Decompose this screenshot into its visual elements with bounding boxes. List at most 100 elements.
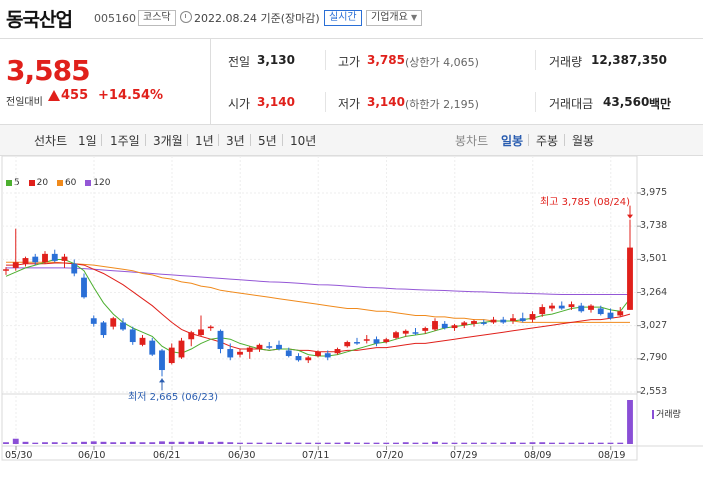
volume-bar bbox=[578, 442, 585, 444]
volume-bar bbox=[178, 441, 185, 444]
volume-bar bbox=[412, 442, 419, 444]
volume-bar bbox=[363, 442, 370, 444]
volume-bar bbox=[529, 442, 536, 444]
candle-body bbox=[383, 339, 390, 343]
divider bbox=[250, 134, 251, 146]
volume-value: 12,387,350 bbox=[591, 53, 667, 67]
candle-monthly[interactable]: 월봉 bbox=[572, 134, 595, 148]
candle-body bbox=[490, 319, 497, 323]
high-value: 3,785 bbox=[367, 53, 405, 67]
volume-bar bbox=[149, 442, 156, 444]
candle-body bbox=[168, 347, 175, 364]
volume-bar bbox=[159, 441, 165, 444]
x-tick-label: 07/29 bbox=[450, 450, 478, 461]
low-label: 저가 bbox=[338, 97, 361, 111]
volume-bar bbox=[168, 441, 175, 444]
volume-bar bbox=[81, 441, 87, 444]
low-value: 3,140 bbox=[367, 95, 405, 109]
volume-bar bbox=[139, 442, 146, 444]
period-1w[interactable]: 1주일 bbox=[110, 134, 140, 148]
legend-ma120: 120 bbox=[85, 178, 110, 188]
candle-body bbox=[42, 253, 48, 263]
volume-bar bbox=[295, 442, 302, 444]
change-label: 전일대비 bbox=[6, 97, 43, 108]
volume-bar bbox=[510, 442, 516, 444]
legend-label: 20 bbox=[36, 178, 49, 188]
up-arrow-icon bbox=[48, 90, 60, 101]
trade-amount-unit: 백만 bbox=[649, 97, 672, 111]
y-tick-label: 3,264 bbox=[640, 287, 668, 298]
volume-bar bbox=[480, 442, 487, 444]
candle-body bbox=[529, 314, 536, 320]
line-chart-button[interactable]: 선차트 bbox=[34, 134, 68, 148]
divider bbox=[535, 92, 536, 112]
prev-close-value: 3,130 bbox=[257, 53, 295, 67]
candle-body bbox=[90, 318, 97, 324]
divider bbox=[187, 134, 188, 146]
volume-bar bbox=[285, 442, 292, 444]
price-chart[interactable] bbox=[0, 156, 703, 484]
volume-bar bbox=[120, 442, 126, 444]
max-marker-arrow bbox=[627, 214, 633, 219]
candle-body bbox=[100, 322, 107, 336]
y-tick-label: 3,975 bbox=[640, 187, 668, 198]
x-tick-label: 06/30 bbox=[228, 450, 256, 461]
trade-amount-value: 43,560 bbox=[603, 95, 650, 109]
clock-icon bbox=[180, 11, 192, 23]
period-1d[interactable]: 1일 bbox=[78, 134, 97, 148]
x-tick-label: 07/20 bbox=[376, 450, 404, 461]
stock-code: 005160 bbox=[94, 12, 136, 25]
candle-body bbox=[617, 311, 624, 316]
divider bbox=[282, 134, 283, 146]
volume-bar bbox=[607, 442, 614, 444]
candle-body bbox=[246, 347, 253, 352]
candle-body bbox=[198, 329, 204, 336]
current-price: 3,585 bbox=[6, 54, 91, 87]
period-3m[interactable]: 3개월 bbox=[153, 134, 183, 148]
candle-body bbox=[568, 304, 575, 308]
candle-body bbox=[315, 351, 321, 357]
lower-limit: (하한가 2,195) bbox=[405, 98, 479, 111]
realtime-button[interactable]: 실시간 bbox=[324, 10, 362, 26]
legend-swatch bbox=[28, 179, 35, 186]
legend-ma60: 60 bbox=[56, 178, 77, 188]
candle-body bbox=[500, 319, 507, 323]
candle-body bbox=[129, 329, 136, 343]
candle-body bbox=[471, 321, 477, 324]
volume-bar bbox=[432, 441, 438, 444]
legend-label: 60 bbox=[64, 178, 77, 188]
moving-average-ma120 bbox=[6, 267, 630, 295]
legend-swatch bbox=[85, 179, 92, 186]
period-10y[interactable]: 10년 bbox=[290, 134, 317, 148]
candle-body bbox=[51, 253, 58, 261]
candle-body bbox=[354, 342, 360, 344]
candle-daily[interactable]: 일봉 bbox=[501, 134, 524, 148]
candle-body bbox=[139, 337, 146, 345]
candle-body bbox=[207, 326, 214, 329]
candle-body bbox=[3, 269, 9, 271]
company-info-dropdown[interactable]: 기업개요 ▼ bbox=[366, 10, 423, 26]
as-of-date: 2022.08.24 기준(장마감) bbox=[194, 12, 320, 25]
volume-bar bbox=[276, 442, 282, 444]
period-3y[interactable]: 3년 bbox=[226, 134, 245, 148]
volume-bar bbox=[42, 442, 48, 444]
volume-legend: 거래량 bbox=[652, 407, 681, 420]
stock-name: 동국산업 bbox=[6, 9, 73, 31]
candle-body bbox=[558, 305, 565, 309]
volume-legend-label: 거래량 bbox=[656, 410, 681, 420]
candle-body bbox=[627, 247, 633, 310]
volume-bar bbox=[61, 442, 68, 444]
min-price-note: 최저 2,665 (06/23) bbox=[128, 392, 219, 403]
volume-bar bbox=[217, 441, 224, 444]
volume-bar bbox=[324, 442, 331, 444]
y-tick-label: 3,501 bbox=[640, 253, 668, 264]
period-1y[interactable]: 1년 bbox=[195, 134, 214, 148]
volume-bar bbox=[597, 442, 604, 444]
volume-bar bbox=[90, 441, 97, 444]
volume-bar bbox=[354, 442, 360, 444]
candle-weekly[interactable]: 주봉 bbox=[536, 134, 559, 148]
period-5y[interactable]: 5년 bbox=[258, 134, 277, 148]
volume-bar bbox=[451, 442, 458, 444]
x-tick-label: 05/30 bbox=[5, 450, 33, 461]
legend-label: 120 bbox=[93, 178, 111, 188]
